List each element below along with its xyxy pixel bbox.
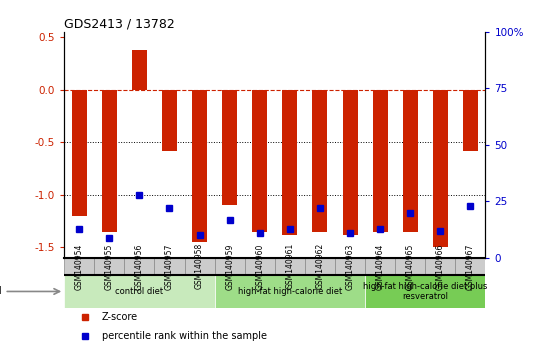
Text: high-fat high-calorie diet plus
resveratrol: high-fat high-calorie diet plus resverat… — [363, 282, 488, 301]
Bar — [425, 258, 455, 275]
Text: Z-score: Z-score — [102, 312, 138, 322]
Bar — [395, 258, 425, 275]
Bar — [64, 258, 94, 275]
Bar — [312, 90, 328, 232]
Bar — [365, 258, 395, 275]
Bar — [71, 90, 86, 216]
Text: GSM140962: GSM140962 — [315, 243, 324, 290]
Text: GSM140963: GSM140963 — [345, 243, 354, 290]
Text: control diet: control diet — [116, 287, 163, 296]
Text: protocol: protocol — [0, 286, 60, 296]
Bar — [102, 90, 117, 232]
Bar — [463, 90, 478, 151]
Bar — [403, 90, 418, 232]
Bar — [275, 258, 305, 275]
Text: GSM140966: GSM140966 — [436, 243, 445, 290]
Bar — [455, 258, 485, 275]
Bar — [215, 275, 365, 308]
Bar — [305, 258, 335, 275]
Text: GSM140958: GSM140958 — [195, 243, 204, 290]
Bar — [335, 258, 365, 275]
Text: GSM140961: GSM140961 — [285, 243, 295, 290]
Bar — [162, 90, 177, 151]
Bar — [64, 275, 215, 308]
Text: GDS2413 / 13782: GDS2413 / 13782 — [64, 18, 175, 31]
Text: GSM140964: GSM140964 — [376, 243, 384, 290]
Text: GSM140954: GSM140954 — [75, 243, 84, 290]
Bar — [155, 258, 185, 275]
Text: GSM140956: GSM140956 — [135, 243, 144, 290]
Bar — [433, 90, 448, 247]
Text: high-fat high-calorie diet: high-fat high-calorie diet — [238, 287, 342, 296]
Bar — [215, 258, 245, 275]
Text: GSM140955: GSM140955 — [105, 243, 114, 290]
Bar — [252, 90, 267, 232]
Bar — [282, 90, 297, 235]
Text: GSM140960: GSM140960 — [255, 243, 264, 290]
Text: GSM140965: GSM140965 — [406, 243, 415, 290]
Bar — [124, 258, 155, 275]
Bar — [192, 90, 207, 242]
Text: GSM140959: GSM140959 — [225, 243, 234, 290]
Bar — [222, 90, 237, 205]
Text: GSM140967: GSM140967 — [466, 243, 475, 290]
Bar — [365, 275, 485, 308]
Bar — [132, 50, 147, 90]
Bar — [94, 258, 124, 275]
Text: GSM140957: GSM140957 — [165, 243, 174, 290]
Bar — [245, 258, 275, 275]
Bar — [185, 258, 215, 275]
Bar — [343, 90, 358, 235]
Text: percentile rank within the sample: percentile rank within the sample — [102, 331, 267, 341]
Bar — [373, 90, 388, 232]
